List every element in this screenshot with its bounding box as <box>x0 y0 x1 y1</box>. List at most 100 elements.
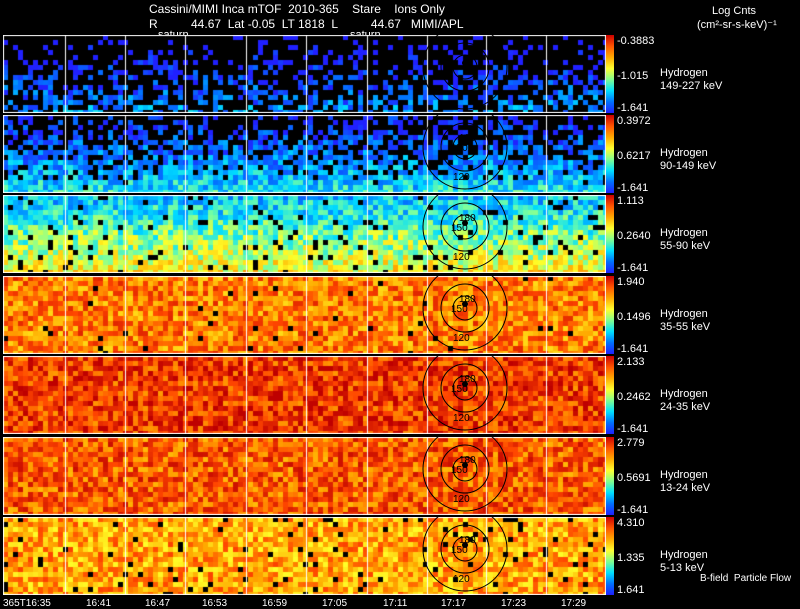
colorbar <box>606 356 614 434</box>
colorbar <box>606 437 614 515</box>
pitch-angle-circle <box>422 517 508 592</box>
colorbar-min-label: 1.641 <box>617 584 645 596</box>
colorbar-mid-label: 0.1496 <box>617 311 651 323</box>
time-tick-label: 16:53 <box>202 598 228 609</box>
colorbar-min-label: -1.641 <box>617 262 649 274</box>
colorbar-max-label: 2.133 <box>617 356 645 368</box>
pitch-angle-label: 180 <box>459 213 476 224</box>
energy-panel-row: 180 150 120 <box>3 276 606 354</box>
colorbar-mid-label: 0.2462 <box>617 391 651 403</box>
colorbar-mid-label: 0.5691 <box>617 472 651 484</box>
species-label: Hydrogen <box>660 227 708 239</box>
pitch-angle-label: 180 <box>459 455 476 466</box>
energy-range-label: 5-13 keV <box>660 562 705 574</box>
colorbar-mid-label: 1.335 <box>617 552 645 564</box>
pitch-angle-circle <box>452 295 478 321</box>
energy-range-label: 24-35 keV <box>660 401 711 413</box>
pitch-angle-label: 180 <box>459 294 476 305</box>
species-label: Hydrogen <box>660 147 708 159</box>
species-label: Hydrogen <box>660 308 708 320</box>
flow-legend: B-field Particle Flow <box>700 573 792 584</box>
pitch-angle-circle <box>422 35 508 110</box>
energy-panel-row: 180 150 120 <box>3 517 606 595</box>
pitch-angle-circle <box>440 283 490 333</box>
pitch-angle-circle <box>422 356 508 431</box>
pitch-angle-circle <box>452 134 478 160</box>
bfield-direction-marker <box>462 462 468 468</box>
colorbar-min-label: -1.641 <box>617 504 649 516</box>
pitch-angle-label: 150 <box>451 304 468 315</box>
pitch-angle-circle <box>422 115 508 190</box>
colorbar-min-label: -1.641 <box>617 102 649 114</box>
time-tick-label: 16:59 <box>262 598 288 609</box>
image-grid: 180 150 120 180 150 120 180 150 120 180 150 120 180 1… <box>3 35 606 600</box>
colorbar-max-label: 2.779 <box>617 437 645 449</box>
intensity-image <box>3 356 606 434</box>
pitch-angle-circle <box>452 54 478 80</box>
energy-panel-row: 180 150 120 <box>3 195 606 273</box>
pitch-angle-label: 180 <box>459 535 476 546</box>
pitch-angle-label: 120 <box>453 494 470 505</box>
energy-range-label: 35-55 keV <box>660 321 711 333</box>
energy-panel-row: 180 150 120 <box>3 437 606 515</box>
energy-panel-row: 180 150 120 <box>3 356 606 434</box>
colorbar-max-label: 4.310 <box>617 517 645 529</box>
pitch-angle-label: 180 <box>459 133 476 144</box>
energy-range-label: 55-90 keV <box>660 240 711 252</box>
pitch-angle-circle <box>452 214 478 240</box>
pitch-angle-label: 150 <box>451 545 468 556</box>
pitch-angle-label: 150 <box>451 465 468 476</box>
colorbar-min-label: -1.641 <box>617 343 649 355</box>
pitch-angle-circle <box>440 42 490 92</box>
colorbar <box>606 276 614 354</box>
time-tick-label: 17:05 <box>322 598 348 609</box>
time-tick-label: 365T16:35 <box>3 598 51 609</box>
bfield-direction-marker <box>462 301 468 307</box>
time-tick-label: 16:41 <box>86 598 112 609</box>
pitch-angle-label: 150 <box>451 223 468 234</box>
plot-title: Cassini/MIMI Inca mTOF 2010-365 Stare Io… <box>149 2 445 16</box>
pitch-angle-circle <box>440 444 490 494</box>
intensity-image <box>3 115 606 193</box>
colorbar-mid-label: -1.015 <box>617 70 649 82</box>
colorbar <box>606 115 614 193</box>
energy-range-label: 13-24 keV <box>660 482 711 494</box>
energy-panel-row <box>3 35 606 113</box>
bfield-direction-marker <box>462 381 468 387</box>
units-title: Log Cnts <box>712 5 757 17</box>
units-label: (cm²-sr-s-keV)⁻¹ <box>697 19 777 31</box>
species-label: Hydrogen <box>660 469 708 481</box>
pitch-angle-circle <box>452 375 478 401</box>
species-label: Hydrogen <box>660 388 708 400</box>
energy-range-label: 90-149 keV <box>660 160 717 172</box>
bfield-direction-marker <box>462 60 468 66</box>
intensity-image <box>3 517 606 595</box>
colorbar <box>606 35 614 113</box>
pitch-angle-circle <box>422 276 508 351</box>
time-tick-label: 17:17 <box>441 598 467 609</box>
time-tick-label: 16:47 <box>145 598 171 609</box>
colorbar-max-label: 0.3972 <box>617 115 651 127</box>
colorbar-min-label: -1.641 <box>617 182 649 194</box>
pitch-angle-label: 120 <box>453 252 470 263</box>
pitch-angle-label: 120 <box>453 333 470 344</box>
intensity-image <box>3 437 606 515</box>
plot-subtitle: R 44.67 Lat -0.05 LT 1818 L 44.67 MIMI/A… <box>149 17 464 31</box>
colorbar <box>606 517 614 595</box>
bfield-direction-marker <box>462 140 468 146</box>
time-tick-label: 17:23 <box>501 598 527 609</box>
pitch-angle-circle <box>422 437 508 512</box>
species-label: Hydrogen <box>660 549 708 561</box>
pitch-angle-circle <box>440 524 490 574</box>
pitch-angle-label: 150 <box>451 143 468 154</box>
pitch-angle-label: 180 <box>459 374 476 385</box>
time-tick-label: 17:29 <box>561 598 587 609</box>
pitch-angle-circle <box>452 456 478 482</box>
pitch-angle-label: 120 <box>453 413 470 424</box>
